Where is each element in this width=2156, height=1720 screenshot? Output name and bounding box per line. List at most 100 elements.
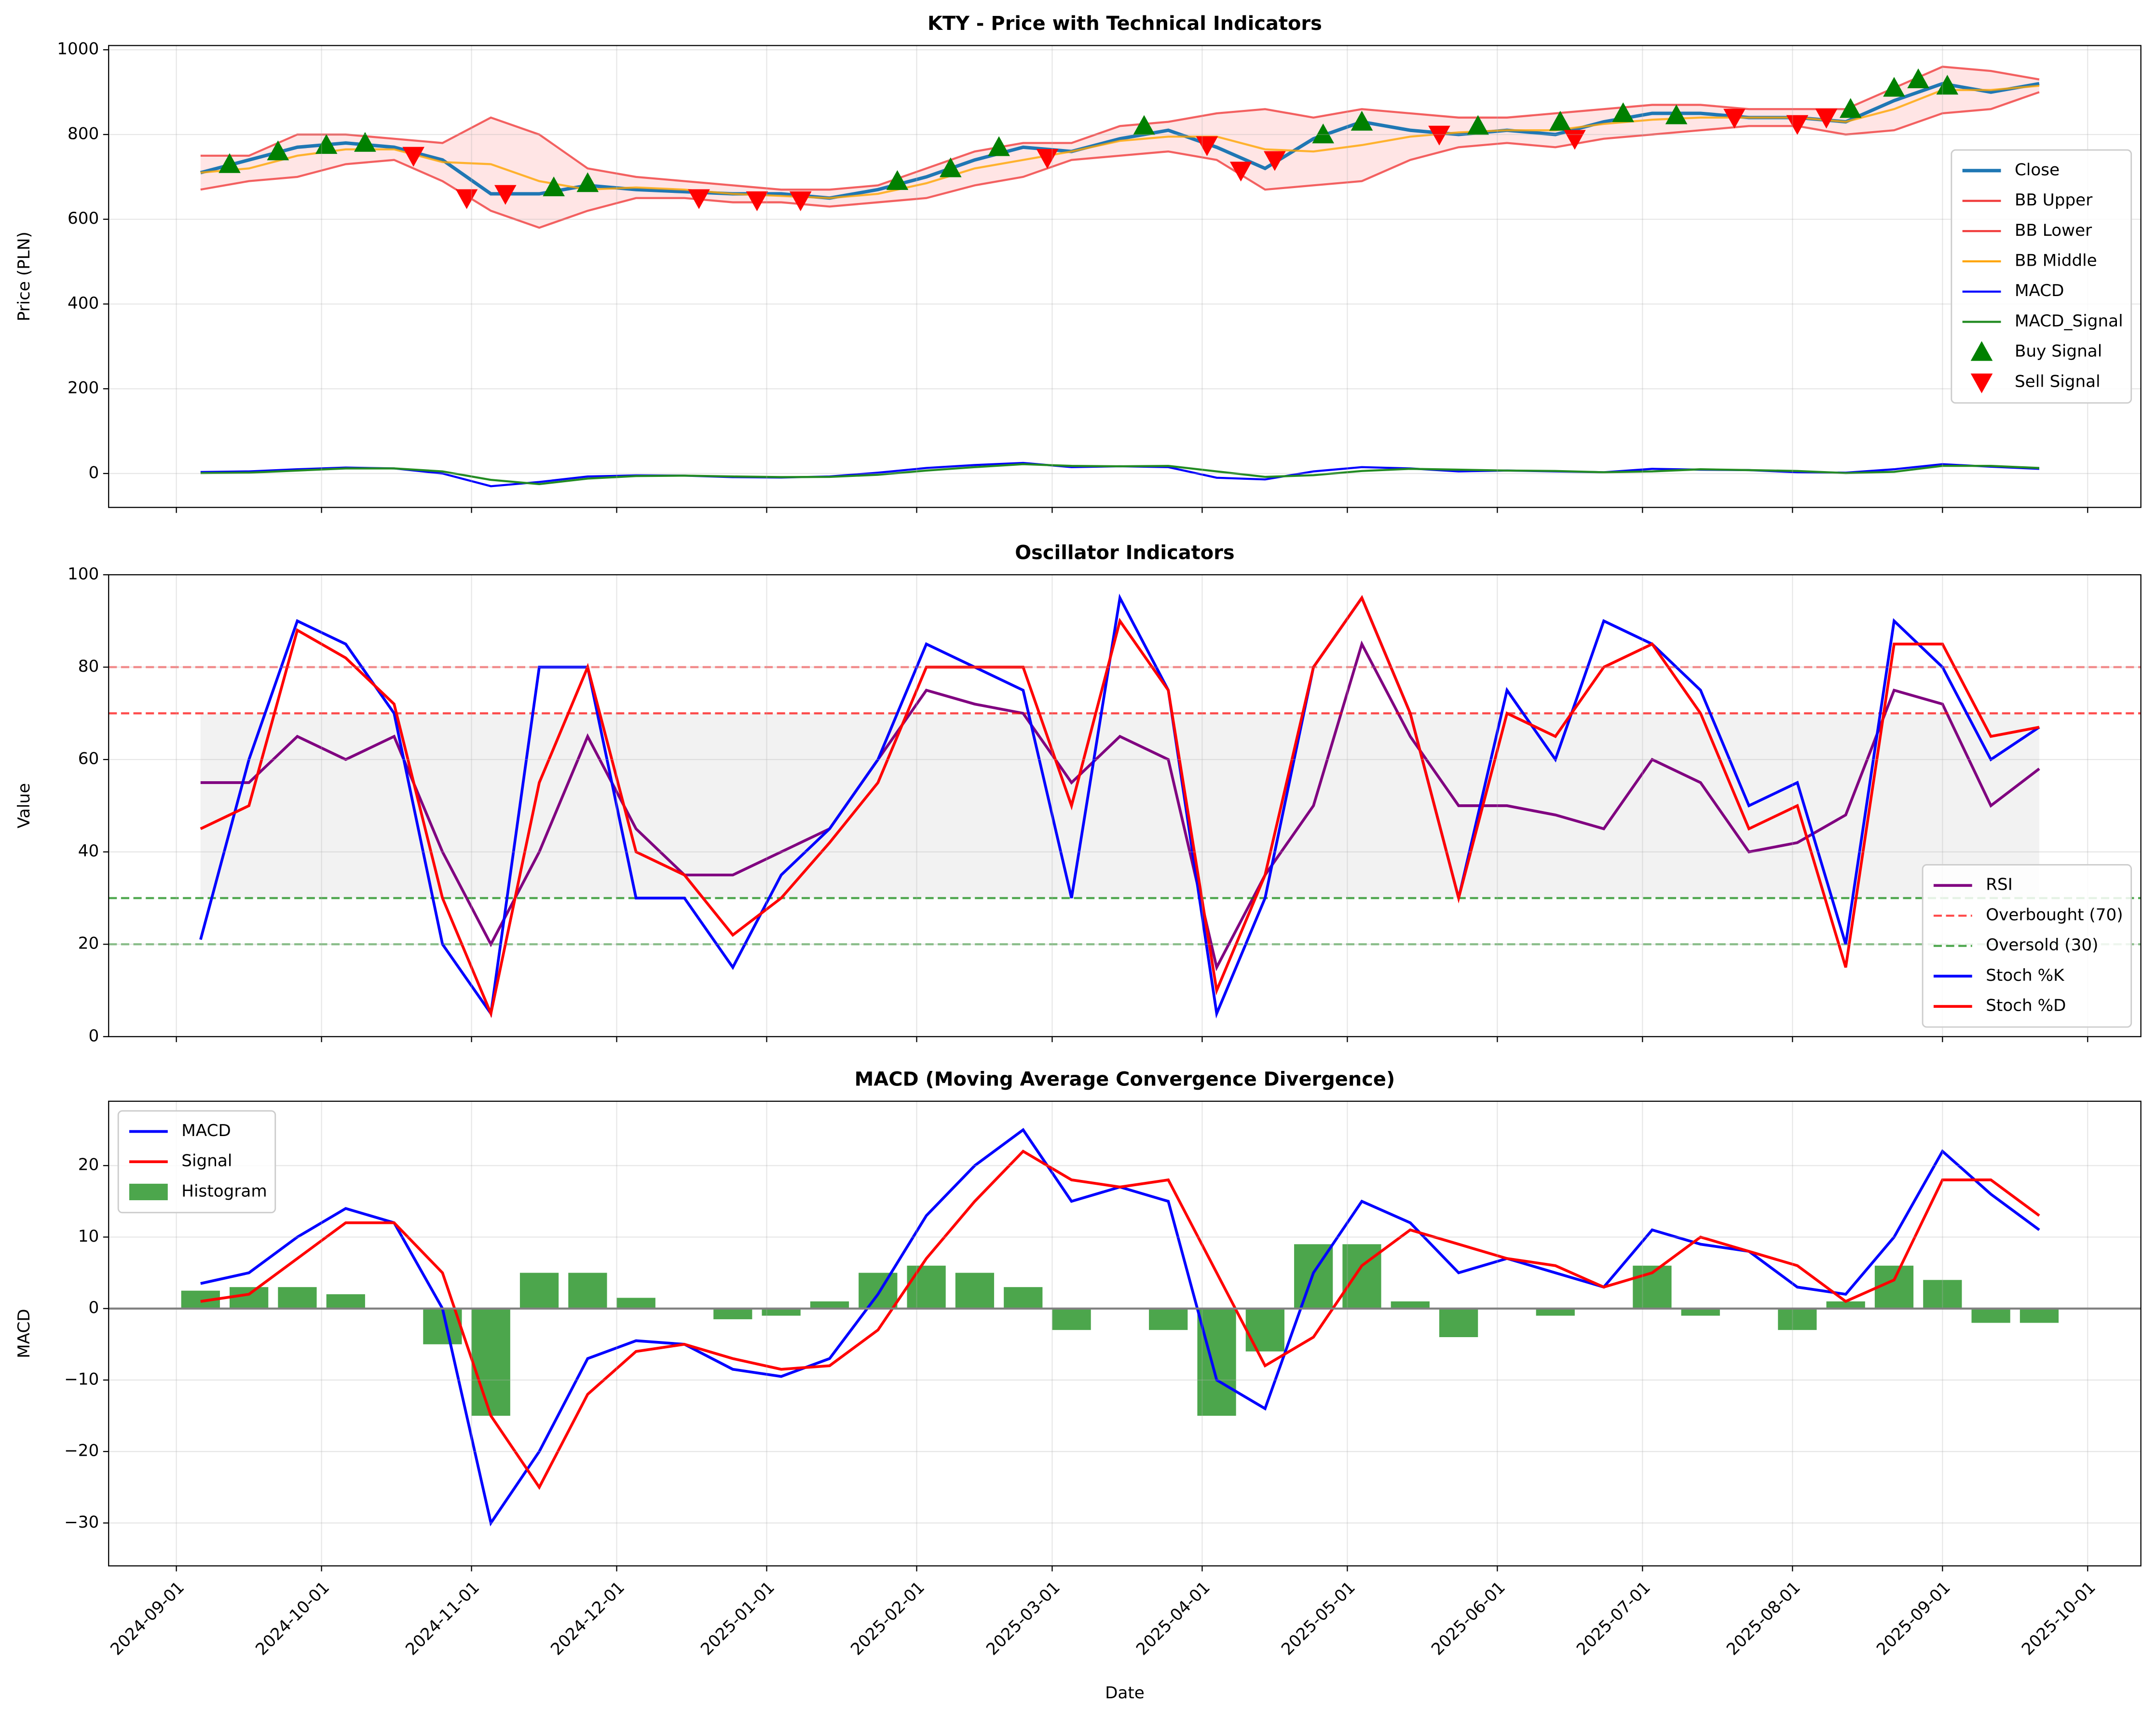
histogram-bar — [1149, 1308, 1188, 1330]
legend-label: Stoch %K — [1986, 966, 2065, 985]
y-tick-label: 1000 — [57, 40, 99, 59]
plot-frame — [108, 1100, 2142, 1567]
signal-marker — [789, 191, 812, 211]
x-tick-label: 2024-11-01 — [402, 1578, 483, 1659]
legend-label: BB Upper — [2015, 190, 2093, 210]
x-tick-label: 2025-03-01 — [982, 1578, 1064, 1659]
legend-label: Oversold (30) — [1986, 935, 2098, 955]
x-tick-label: 2025-06-01 — [1428, 1578, 1509, 1659]
legend-marker — [1970, 373, 1993, 393]
signal-marker — [1786, 115, 1809, 135]
histogram-bar — [568, 1273, 607, 1309]
y-tick-label: 400 — [68, 294, 99, 313]
signal-marker — [1723, 108, 1746, 129]
legend-label: Histogram — [181, 1181, 267, 1201]
legend-label: Overbought (70) — [1986, 905, 2123, 924]
histogram-bar — [1971, 1308, 2010, 1323]
x-tick-label: 2025-09-01 — [1873, 1578, 1954, 1659]
y-tick-label: 0 — [88, 1026, 99, 1045]
signal-marker — [988, 136, 1010, 156]
x-tick-label: 2025-02-01 — [847, 1578, 928, 1659]
series-line — [200, 1149, 2040, 1490]
series-line — [200, 640, 2040, 972]
signal-marker — [354, 132, 376, 152]
legend-box — [1951, 149, 2132, 404]
signal-marker — [1133, 115, 1155, 135]
histogram-bar — [955, 1273, 995, 1309]
y-tick-label: 80 — [78, 657, 99, 676]
signal-marker — [315, 134, 338, 154]
y-tick-label: 20 — [78, 1155, 99, 1175]
signal-marker — [1907, 68, 1929, 88]
y-tick-label: −20 — [64, 1441, 99, 1461]
histogram-bar — [278, 1287, 317, 1309]
series-line — [199, 593, 2040, 1019]
histogram-bar — [1004, 1287, 1043, 1309]
histogram-bar — [2020, 1308, 2059, 1323]
signal-marker — [1467, 115, 1489, 135]
plot-area — [200, 66, 2040, 488]
series-line — [200, 463, 2040, 486]
histogram-bar — [519, 1273, 559, 1309]
legend-label: MACD — [181, 1121, 231, 1140]
histogram-bar — [1197, 1308, 1236, 1416]
signal-marker — [1936, 75, 1959, 95]
signal-marker — [1196, 136, 1218, 156]
x-tick-label: 2024-09-01 — [107, 1578, 188, 1659]
legend-patch — [129, 1183, 168, 1201]
y-tick-label: 40 — [78, 841, 99, 861]
legend: Close BB Upper BB Lower BB Middle MACD MACD_S… — [1951, 149, 2132, 404]
signal-marker — [1312, 123, 1335, 144]
x-tick-label: 2025-05-01 — [1278, 1578, 1359, 1659]
histogram-bar — [1391, 1301, 1430, 1309]
signal-marker — [939, 157, 962, 177]
histogram-bar — [1778, 1308, 1817, 1330]
histogram-bar — [1536, 1308, 1575, 1316]
signal-marker — [1839, 98, 1862, 118]
signal-marker — [402, 147, 425, 167]
x-axis-label: Date — [1105, 1683, 1145, 1703]
histogram-bar — [859, 1273, 898, 1309]
histogram-bar — [230, 1287, 269, 1309]
y-tick-label: 20 — [78, 934, 99, 953]
y-tick-label: −10 — [64, 1369, 99, 1389]
band-fill — [200, 67, 2039, 228]
histogram-bar — [1826, 1301, 1865, 1309]
legend-label: RSI — [1986, 875, 2013, 894]
neutral-zone — [200, 713, 2039, 898]
y-axis-label: Value — [14, 783, 34, 828]
plot-frame — [108, 574, 2142, 1037]
histogram-bar — [762, 1308, 801, 1316]
y-axis-label: Price (PLN) — [14, 231, 34, 321]
y-tick-label: 100 — [68, 564, 99, 583]
histogram-bar — [471, 1308, 510, 1416]
legend-label: Buy Signal — [2015, 342, 2102, 361]
signal-marker — [886, 170, 909, 190]
y-tick-label: 0 — [88, 1298, 99, 1317]
legend-label: Stoch %D — [1986, 996, 2066, 1016]
signal-marker — [1883, 77, 1905, 97]
y-tick-label: 0 — [88, 463, 99, 482]
signal-marker — [1665, 104, 1688, 124]
legend-box — [1922, 864, 2132, 1028]
y-tick-label: 200 — [68, 379, 99, 398]
x-tick-label: 2025-10-01 — [2018, 1578, 2100, 1659]
legend-label: BB Middle — [2015, 251, 2097, 270]
histogram-bar — [1681, 1308, 1720, 1316]
signal-marker — [455, 189, 478, 209]
legend-label: Close — [2015, 160, 2060, 179]
histogram-bar — [713, 1308, 752, 1319]
x-tick-label: 2025-08-01 — [1723, 1578, 1804, 1659]
y-tick-label: 800 — [68, 124, 99, 143]
panel-title: MACD (Moving Average Convergence Diverge… — [855, 1069, 1395, 1091]
signal-marker — [1549, 110, 1571, 131]
legend-label: Signal — [181, 1151, 232, 1171]
signal-marker — [494, 185, 517, 205]
signal-marker — [688, 189, 710, 209]
series-line — [200, 91, 2040, 229]
histogram-bar — [1052, 1308, 1091, 1330]
signal-marker — [1351, 110, 1373, 131]
signal-marker — [746, 191, 768, 211]
